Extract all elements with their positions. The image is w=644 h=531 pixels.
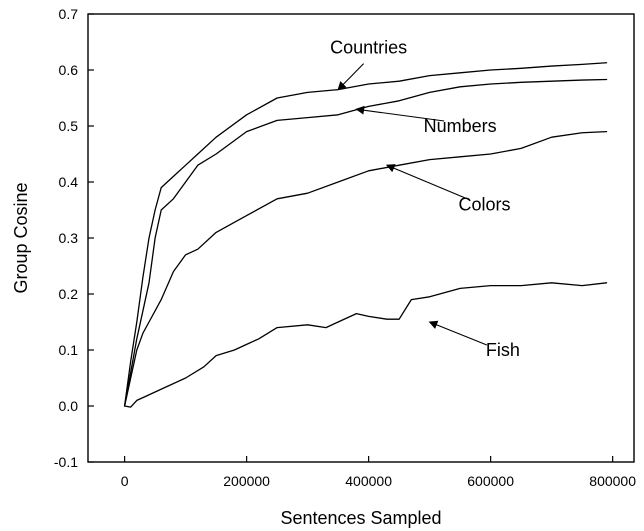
series-line-numbers — [123, 78, 608, 407]
y-tick-label: 0.3 — [59, 230, 79, 246]
annotation-arrow-fish — [428, 320, 488, 346]
y-tick-label: 0.5 — [59, 118, 79, 134]
y-tick-label: 0.1 — [59, 342, 79, 358]
annotation-label-numbers: Numbers — [424, 116, 497, 136]
y-tick-label: 0.2 — [59, 286, 79, 302]
series-line-fish — [123, 282, 608, 408]
y-tick-label: 0.0 — [59, 398, 79, 414]
x-tick-label: 0 — [121, 473, 129, 489]
y-tick-label: -0.1 — [54, 454, 78, 470]
x-axis-title: Sentences Sampled — [280, 508, 441, 528]
x-tick-label: 800000 — [589, 473, 636, 489]
annotation-label-colors: Colors — [459, 194, 511, 214]
y-tick-label: 0.4 — [59, 174, 79, 190]
annotation-label-fish: Fish — [486, 340, 520, 360]
x-tick-label: 600000 — [467, 473, 514, 489]
series-lines — [123, 62, 608, 408]
annotations: Countries Numbers Colors Fish — [330, 38, 520, 360]
y-axis-ticks: -0.1 0.0 0.1 0.2 0.3 0.4 0.5 0.6 0.7 — [54, 6, 94, 470]
annotation-label-countries: Countries — [330, 38, 407, 58]
annotation-arrow-numbers — [355, 105, 445, 122]
annotation-arrow-countries — [337, 63, 365, 91]
annotation-arrow-colors — [385, 164, 469, 200]
x-tick-label: 200000 — [223, 473, 270, 489]
y-axis-title: Group Cosine — [11, 182, 31, 293]
series-line-countries — [123, 62, 608, 407]
x-axis-ticks: 0 200000 400000 600000 800000 — [121, 456, 636, 489]
x-tick-label: 400000 — [345, 473, 392, 489]
series-line-colors — [123, 130, 608, 407]
y-tick-label: 0.6 — [59, 62, 79, 78]
y-tick-label: 0.7 — [59, 6, 79, 22]
